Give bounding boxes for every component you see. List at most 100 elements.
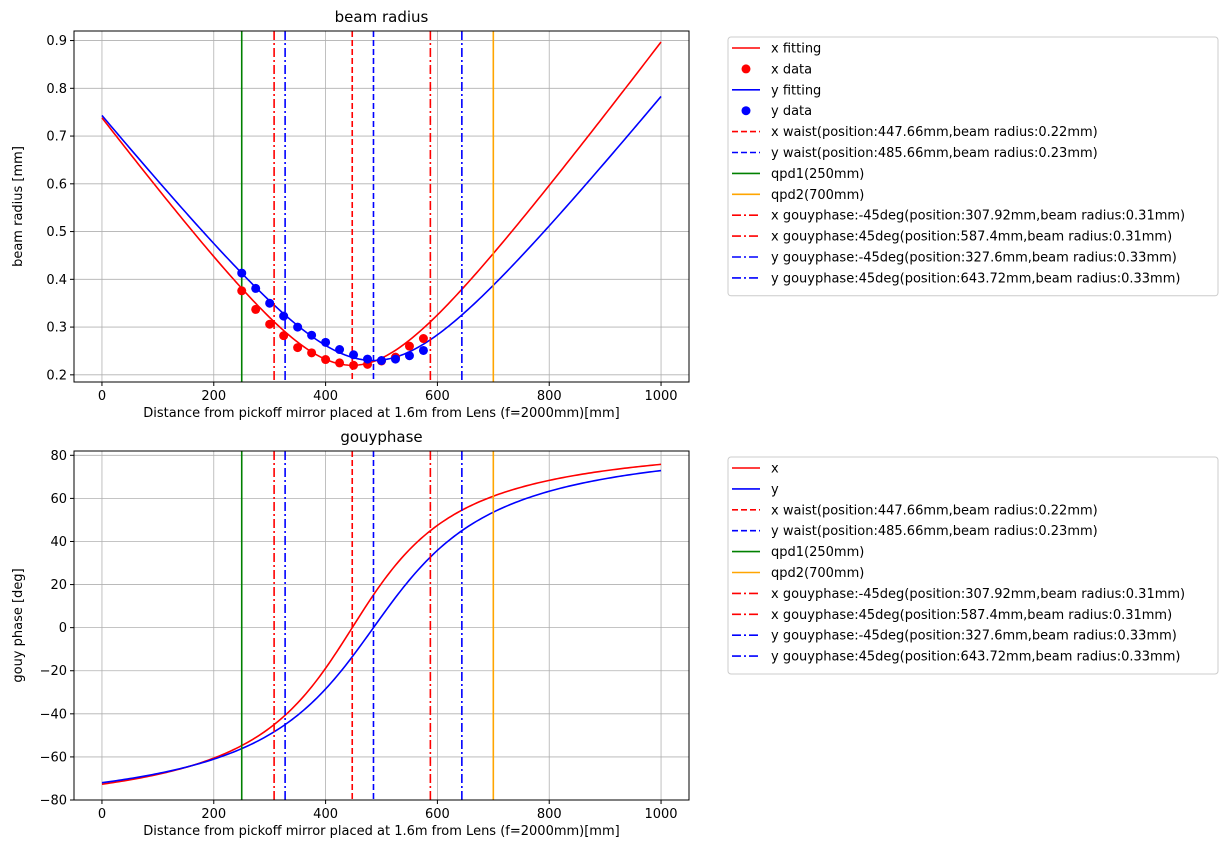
legend-label: qpd1(250mm) <box>771 545 864 560</box>
x-data-point <box>335 358 345 368</box>
legend-label: x gouyphase:-45deg(position:307.92mm,bea… <box>771 209 1185 224</box>
x-data-point <box>265 319 275 329</box>
y-tick-label: 20 <box>50 578 67 593</box>
x-axis-label: Distance from pickoff mirror placed at 1… <box>143 406 619 421</box>
y-data-point <box>377 356 386 366</box>
legend-label: qpd1(250mm) <box>771 167 864 182</box>
x-tick-label: 0 <box>98 389 106 404</box>
legend-label: x waist(position:447.66mm,beam radius:0.… <box>771 125 1098 140</box>
y-data-point <box>307 330 317 340</box>
y-tick-label: 60 <box>50 492 67 507</box>
legend: x fitting x data y fitting y data x waist(po… <box>727 36 1219 297</box>
x-tick-label: 400 <box>313 389 338 404</box>
grid <box>74 451 689 801</box>
y-tick-label: 80 <box>50 449 67 464</box>
x-tick-label: 400 <box>313 807 338 822</box>
y-data-point <box>265 298 275 308</box>
y-axis-label: gouy phase [deg] <box>11 568 26 682</box>
beam-radius-plot: 0 200 400 600 800 1000 0.2 0.3 0.4 0.5 0.6 0.7 0.8 0.… <box>11 8 1219 421</box>
x-data-point <box>251 304 261 314</box>
x-data-point <box>307 348 317 358</box>
y-tick-label: 0.5 <box>46 225 67 240</box>
y-tick-label: 0.7 <box>46 130 67 145</box>
y-tick-label: 0.8 <box>46 82 67 97</box>
x-axis-label: Distance from pickoff mirror placed at 1… <box>143 824 619 839</box>
x-tick-label: 600 <box>425 807 450 822</box>
legend-label: y gouyphase:45deg(position:643.72mm,beam… <box>771 650 1180 665</box>
y-axis-label: beam radius [mm] <box>11 146 26 267</box>
x-data-point <box>237 286 247 296</box>
y-data-point <box>349 350 359 360</box>
x-tick-label: 0 <box>98 807 106 822</box>
legend-label: qpd2(700mm) <box>771 188 864 203</box>
y-tick-label: 0.9 <box>46 34 67 49</box>
legend-label: x gouyphase:-45deg(position:307.92mm,bea… <box>771 587 1185 602</box>
y-tick-label: 0.3 <box>46 321 67 336</box>
y-tick-label: 0.4 <box>46 273 67 288</box>
legend-label: y gouyphase:-45deg(position:327.6mm,beam… <box>771 629 1177 644</box>
axes-frame <box>73 450 690 801</box>
legend-label: qpd2(700mm) <box>771 566 864 581</box>
x-tick-label: 800 <box>537 389 562 404</box>
x-data-point <box>321 355 331 365</box>
x-data-point <box>404 341 414 351</box>
legend-box <box>727 36 1219 297</box>
y-tick-label: −20 <box>40 664 67 679</box>
legend-label: x waist(position:447.66mm,beam radius:0.… <box>771 503 1098 518</box>
y-tick-label: −80 <box>40 794 67 809</box>
plot-area <box>101 451 662 800</box>
x-tick-label: 1000 <box>644 389 677 404</box>
y-data-point <box>293 322 303 332</box>
x-data-point <box>279 331 289 341</box>
y-data-point <box>404 351 414 361</box>
y-tick-label: 40 <box>50 535 67 550</box>
plot-area <box>101 31 662 382</box>
x-tick-label: 800 <box>537 807 562 822</box>
legend-marker <box>741 64 751 74</box>
y-tick-label: 0 <box>59 621 67 636</box>
y-tick-label: 0.2 <box>46 368 67 383</box>
legend-label: x data <box>771 62 812 77</box>
chart-title: gouyphase <box>340 428 422 446</box>
legend-label: y fitting <box>771 83 821 98</box>
x-tick-label: 200 <box>201 389 226 404</box>
legend-label: x gouyphase:45deg(position:587.4mm,beam … <box>771 608 1172 623</box>
legend-label: y gouyphase:45deg(position:643.72mm,beam… <box>771 271 1180 286</box>
legend-label: x gouyphase:45deg(position:587.4mm,beam … <box>771 230 1172 245</box>
x-series-line <box>101 41 662 367</box>
x-data-point <box>349 360 359 370</box>
y-tick-label: −40 <box>40 707 67 722</box>
y-data-point <box>335 345 345 355</box>
y-data-point <box>390 354 400 364</box>
x-data-point <box>293 343 303 353</box>
y-data-point <box>363 354 373 364</box>
y-data-point <box>251 283 261 293</box>
legend-marker <box>741 106 751 116</box>
x-tick-label: 200 <box>201 807 226 822</box>
y-tick-label: −60 <box>40 750 67 765</box>
axes-frame <box>73 30 690 383</box>
x-tick-label: 600 <box>425 389 450 404</box>
legend-box <box>727 456 1219 675</box>
legend: xy x waist(position:447.66mm,beam radius:… <box>727 456 1219 675</box>
legend-label: y waist(position:485.66mm,beam radius:0.… <box>771 524 1098 539</box>
legend-label: y data <box>771 104 812 119</box>
y-data-point <box>321 337 331 347</box>
y-data-point <box>279 311 289 321</box>
legend-label: y gouyphase:-45deg(position:327.6mm,beam… <box>771 251 1177 266</box>
legend-label: y <box>771 482 779 497</box>
x-series-line <box>101 463 662 785</box>
x-data-point <box>418 334 428 344</box>
legend-label: x fitting <box>771 42 821 57</box>
legend-label: x <box>771 462 779 477</box>
y-series-line <box>101 469 662 784</box>
chart-title: beam radius <box>335 8 429 26</box>
grid <box>74 31 689 382</box>
y-data-point <box>418 345 428 355</box>
gouyphase-plot: 0 200 400 600 800 1000 −80 −60 −40 −20 0 20 40 60 80 go… <box>11 428 1219 839</box>
x-tick-label: 1000 <box>644 807 677 822</box>
y-data-point <box>237 268 247 278</box>
y-tick-label: 0.6 <box>46 177 67 192</box>
legend-label: y waist(position:485.66mm,beam radius:0.… <box>771 146 1098 161</box>
